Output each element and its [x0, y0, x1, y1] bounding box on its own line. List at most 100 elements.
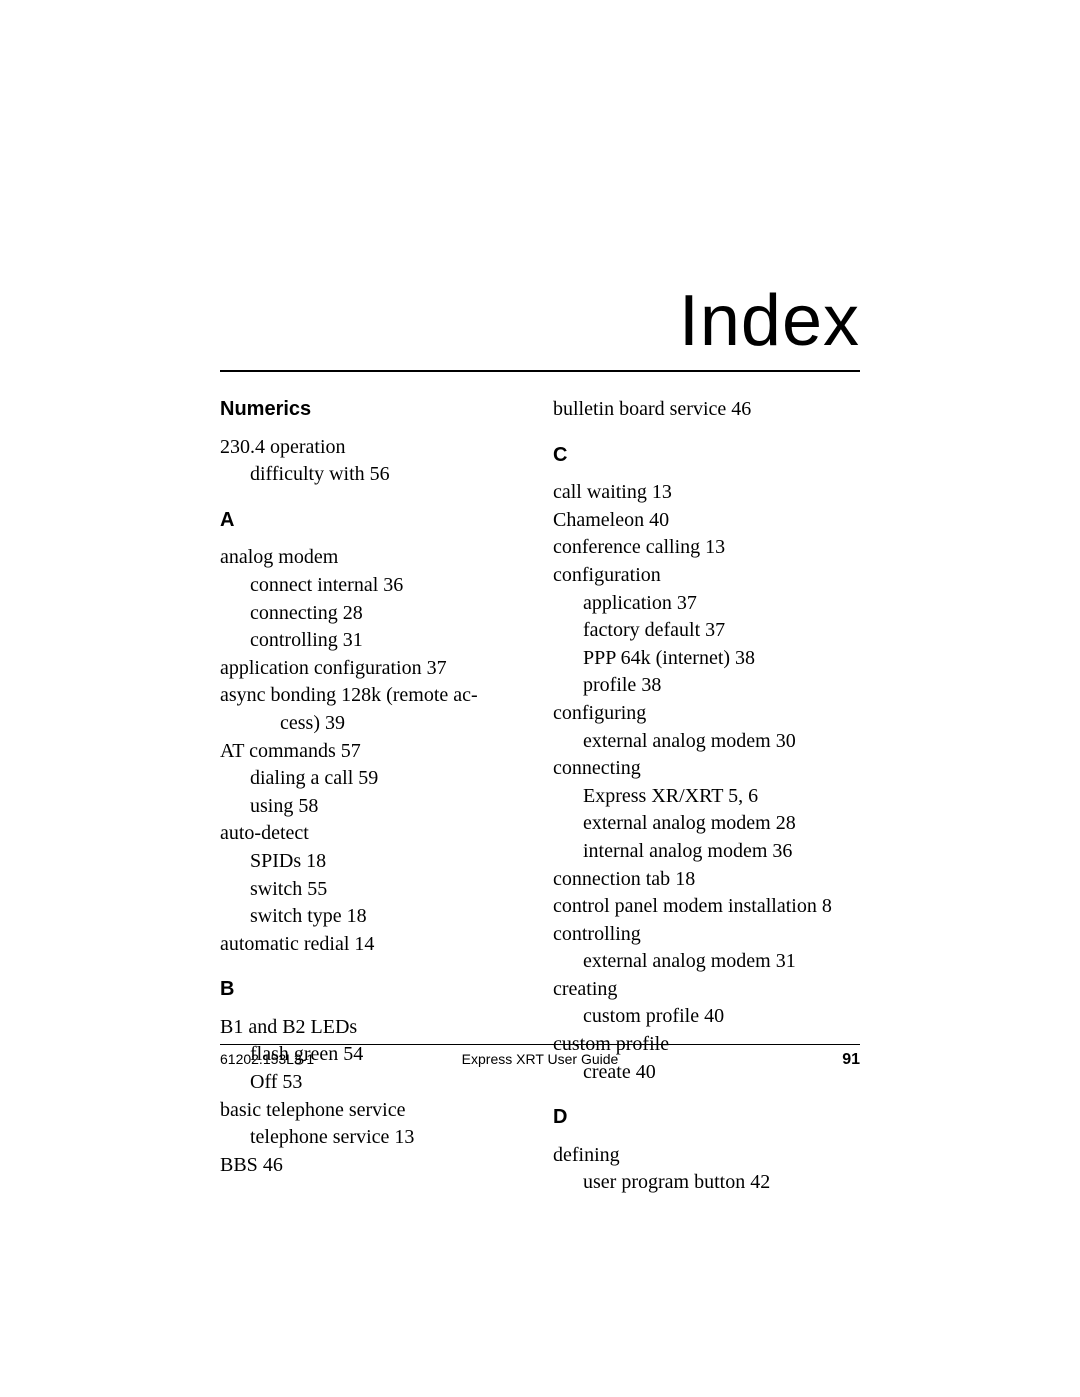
index-page-ref: 28 [776, 812, 796, 834]
index-entry: user program button 42 [553, 1169, 860, 1197]
index-entry-text: async bonding 128k (remote ac- [220, 684, 478, 706]
index-page-ref: 31 [776, 950, 796, 972]
index-entry-text: application [583, 592, 677, 614]
index-page-ref: 53 [282, 1071, 302, 1093]
index-entry-text: auto-detect [220, 822, 309, 844]
index-entry-text: external analog modem [583, 730, 776, 752]
index-page-ref: 5, 6 [728, 785, 758, 807]
document-page: Index Numerics230.4 operationdifficulty … [0, 0, 1080, 1397]
index-entry-text: basic telephone service [220, 1099, 405, 1121]
index-column-right: bulletin board service 46 Ccall waiting 1… [553, 396, 860, 1197]
index-entry: application configuration 37 [220, 655, 527, 683]
index-page-ref: 13 [705, 536, 725, 558]
index-entry: BBS 46 [220, 1152, 527, 1180]
index-entry: connection tab 18 [553, 866, 860, 894]
index-page-ref: 30 [776, 730, 796, 752]
index-entry-text: call waiting [553, 481, 652, 503]
footer-doc-title: Express XRT User Guide [220, 1051, 860, 1067]
index-entry: Express XR/XRT 5, 6 [553, 783, 860, 811]
index-entry-text: PPP 64k (internet) [583, 647, 735, 669]
index-entry-text: internal analog modem [583, 840, 772, 862]
index-columns: Numerics230.4 operationdifficulty with 5… [220, 396, 860, 1197]
index-entry-text: creating [553, 978, 617, 1000]
index-entry-text: custom profile [583, 1005, 704, 1027]
index-entry-text: configuration [553, 564, 661, 586]
index-entry: external analog modem 30 [553, 728, 860, 756]
index-column-left: Numerics230.4 operationdifficulty with 5… [220, 396, 527, 1197]
index-section-heading: A [220, 507, 527, 535]
index-entry: AT commands 57 [220, 738, 527, 766]
index-page-ref: 42 [750, 1171, 770, 1193]
index-entry-text: switch type [250, 905, 347, 927]
index-entry-text: BBS [220, 1154, 263, 1176]
index-entry-text: dialing a call [250, 767, 358, 789]
index-entry: using 58 [220, 793, 527, 821]
index-page-ref: 31 [343, 629, 363, 651]
index-section-heading: D [553, 1104, 860, 1132]
index-entry: telephone service 13 [220, 1124, 527, 1152]
index-entry-text: 230.4 operation [220, 436, 346, 458]
index-entry: async bonding 128k (remote ac- [220, 682, 527, 710]
index-page-ref: 59 [358, 767, 378, 789]
index-entry-text: connecting [250, 602, 343, 624]
index-entry: automatic redial 14 [220, 931, 527, 959]
index-entry: cess) 39 [220, 710, 527, 738]
index-entry-text: Express XR/XRT [583, 785, 728, 807]
index-entry-text: controlling [553, 923, 641, 945]
index-page-ref: 37 [427, 657, 447, 679]
index-entry-text: switch [250, 878, 307, 900]
index-entry: PPP 64k (internet) 38 [553, 645, 860, 673]
index-entry-text: analog modem [220, 546, 338, 568]
index-page-ref: 18 [306, 850, 326, 872]
index-page-ref: 38 [641, 674, 661, 696]
index-entry: Chameleon 40 [553, 507, 860, 535]
index-entry-text: defining [553, 1144, 620, 1166]
index-entry: 230.4 operation [220, 434, 527, 462]
index-entry-text: factory default [583, 619, 705, 641]
index-page-ref: 14 [354, 933, 374, 955]
index-entry: dialing a call 59 [220, 765, 527, 793]
index-page-ref: 36 [772, 840, 792, 862]
index-entry: analog modem [220, 544, 527, 572]
index-entry-text: difficulty with [250, 463, 370, 485]
title-rule [220, 370, 860, 372]
index-entry-text: AT commands [220, 740, 341, 762]
index-section-heading: C [553, 442, 860, 470]
index-entry: SPIDs 18 [220, 848, 527, 876]
index-entry-text: telephone service [250, 1126, 394, 1148]
index-entry-text: bulletin board service [553, 398, 731, 420]
index-entry: custom profile 40 [553, 1003, 860, 1031]
index-entry: bulletin board service 46 [553, 396, 860, 424]
index-page-ref: 38 [735, 647, 755, 669]
page-footer: 61202.153L3-1 Express XRT User Guide 91 [220, 1044, 860, 1069]
index-entry-text: controlling [250, 629, 343, 651]
index-page-ref: 13 [394, 1126, 414, 1148]
index-page-ref: 58 [298, 795, 318, 817]
index-entry: call waiting 13 [553, 479, 860, 507]
index-page-ref: 18 [347, 905, 367, 927]
index-entry: B1 and B2 LEDs [220, 1014, 527, 1042]
index-page-ref: 46 [731, 398, 751, 420]
index-entry: internal analog modem 36 [553, 838, 860, 866]
index-entry: defining [553, 1142, 860, 1170]
index-entry: creating [553, 976, 860, 1004]
index-entry: external analog modem 31 [553, 948, 860, 976]
index-entry-text: profile [583, 674, 641, 696]
index-entry-text: application configuration [220, 657, 427, 679]
index-entry-text: external analog modem [583, 812, 776, 834]
index-entry-text: Off [250, 1071, 282, 1093]
index-entry: controlling [553, 921, 860, 949]
index-page-ref: 55 [307, 878, 327, 900]
index-entry-text: automatic redial [220, 933, 354, 955]
index-entry-text: configuring [553, 702, 646, 724]
index-page-ref: 37 [677, 592, 697, 614]
index-page-ref: 46 [263, 1154, 283, 1176]
index-entry-text: connect internal [250, 574, 383, 596]
index-entry: difficulty with 56 [220, 461, 527, 489]
index-entry: configuration [553, 562, 860, 590]
index-page-ref: 8 [822, 895, 832, 917]
index-entry-text: using [250, 795, 298, 817]
index-entry-text: B1 and B2 LEDs [220, 1016, 357, 1038]
index-entry: application 37 [553, 590, 860, 618]
index-page-ref: 40 [649, 509, 669, 531]
